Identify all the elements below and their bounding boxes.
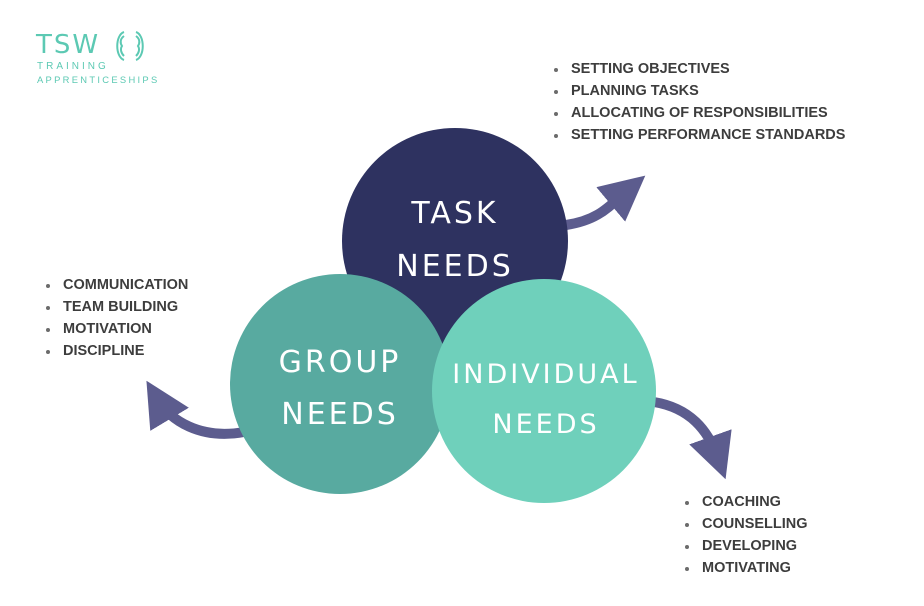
task-needs-list: SETTING OBJECTIVES PLANNING TASKS ALLOCA… <box>554 58 845 146</box>
list-item: TEAM BUILDING <box>46 296 188 318</box>
logo-training-text: TRAINING <box>37 61 109 72</box>
individual-arrow <box>653 397 732 480</box>
group-needs-label-line1: GROUP <box>279 345 402 380</box>
logo-apprenticeships-text: APPRENTICESHIPS <box>37 74 160 85</box>
group-arrow <box>146 380 245 439</box>
individual-needs-circle <box>432 279 656 503</box>
individual-needs-list: COACHING COUNSELLING DEVELOPING MOTIVATI… <box>685 491 808 579</box>
list-item: COMMUNICATION <box>46 274 188 296</box>
logo-faces-icon <box>116 31 144 61</box>
list-item: DISCIPLINE <box>46 340 188 362</box>
individual-needs-label-line1: INDIVIDUAL <box>452 359 639 390</box>
list-item: ALLOCATING OF RESPONSIBILITIES <box>554 102 845 124</box>
task-needs-label-line1: TASK <box>410 196 498 231</box>
list-item: COUNSELLING <box>685 513 808 535</box>
list-item: DEVELOPING <box>685 535 808 557</box>
list-item: MOTIVATING <box>685 557 808 579</box>
list-item: SETTING PERFORMANCE STANDARDS <box>554 124 845 146</box>
list-item: PLANNING TASKS <box>554 80 845 102</box>
list-item: COACHING <box>685 491 808 513</box>
group-needs-label-line2: NEEDS <box>281 397 399 432</box>
group-needs-circle <box>230 274 450 494</box>
individual-needs-label-line2: NEEDS <box>492 409 599 440</box>
list-item: SETTING OBJECTIVES <box>554 58 845 80</box>
group-needs-list: COMMUNICATION TEAM BUILDING MOTIVATION D… <box>46 274 188 362</box>
logo-wordmark: TSW <box>36 30 101 60</box>
list-item: MOTIVATION <box>46 318 188 340</box>
task-needs-label-line2: NEEDS <box>396 249 514 284</box>
tsw-logo: TSW TRAINING APPRENTICESHIPS <box>36 30 166 90</box>
task-arrow <box>565 175 646 230</box>
